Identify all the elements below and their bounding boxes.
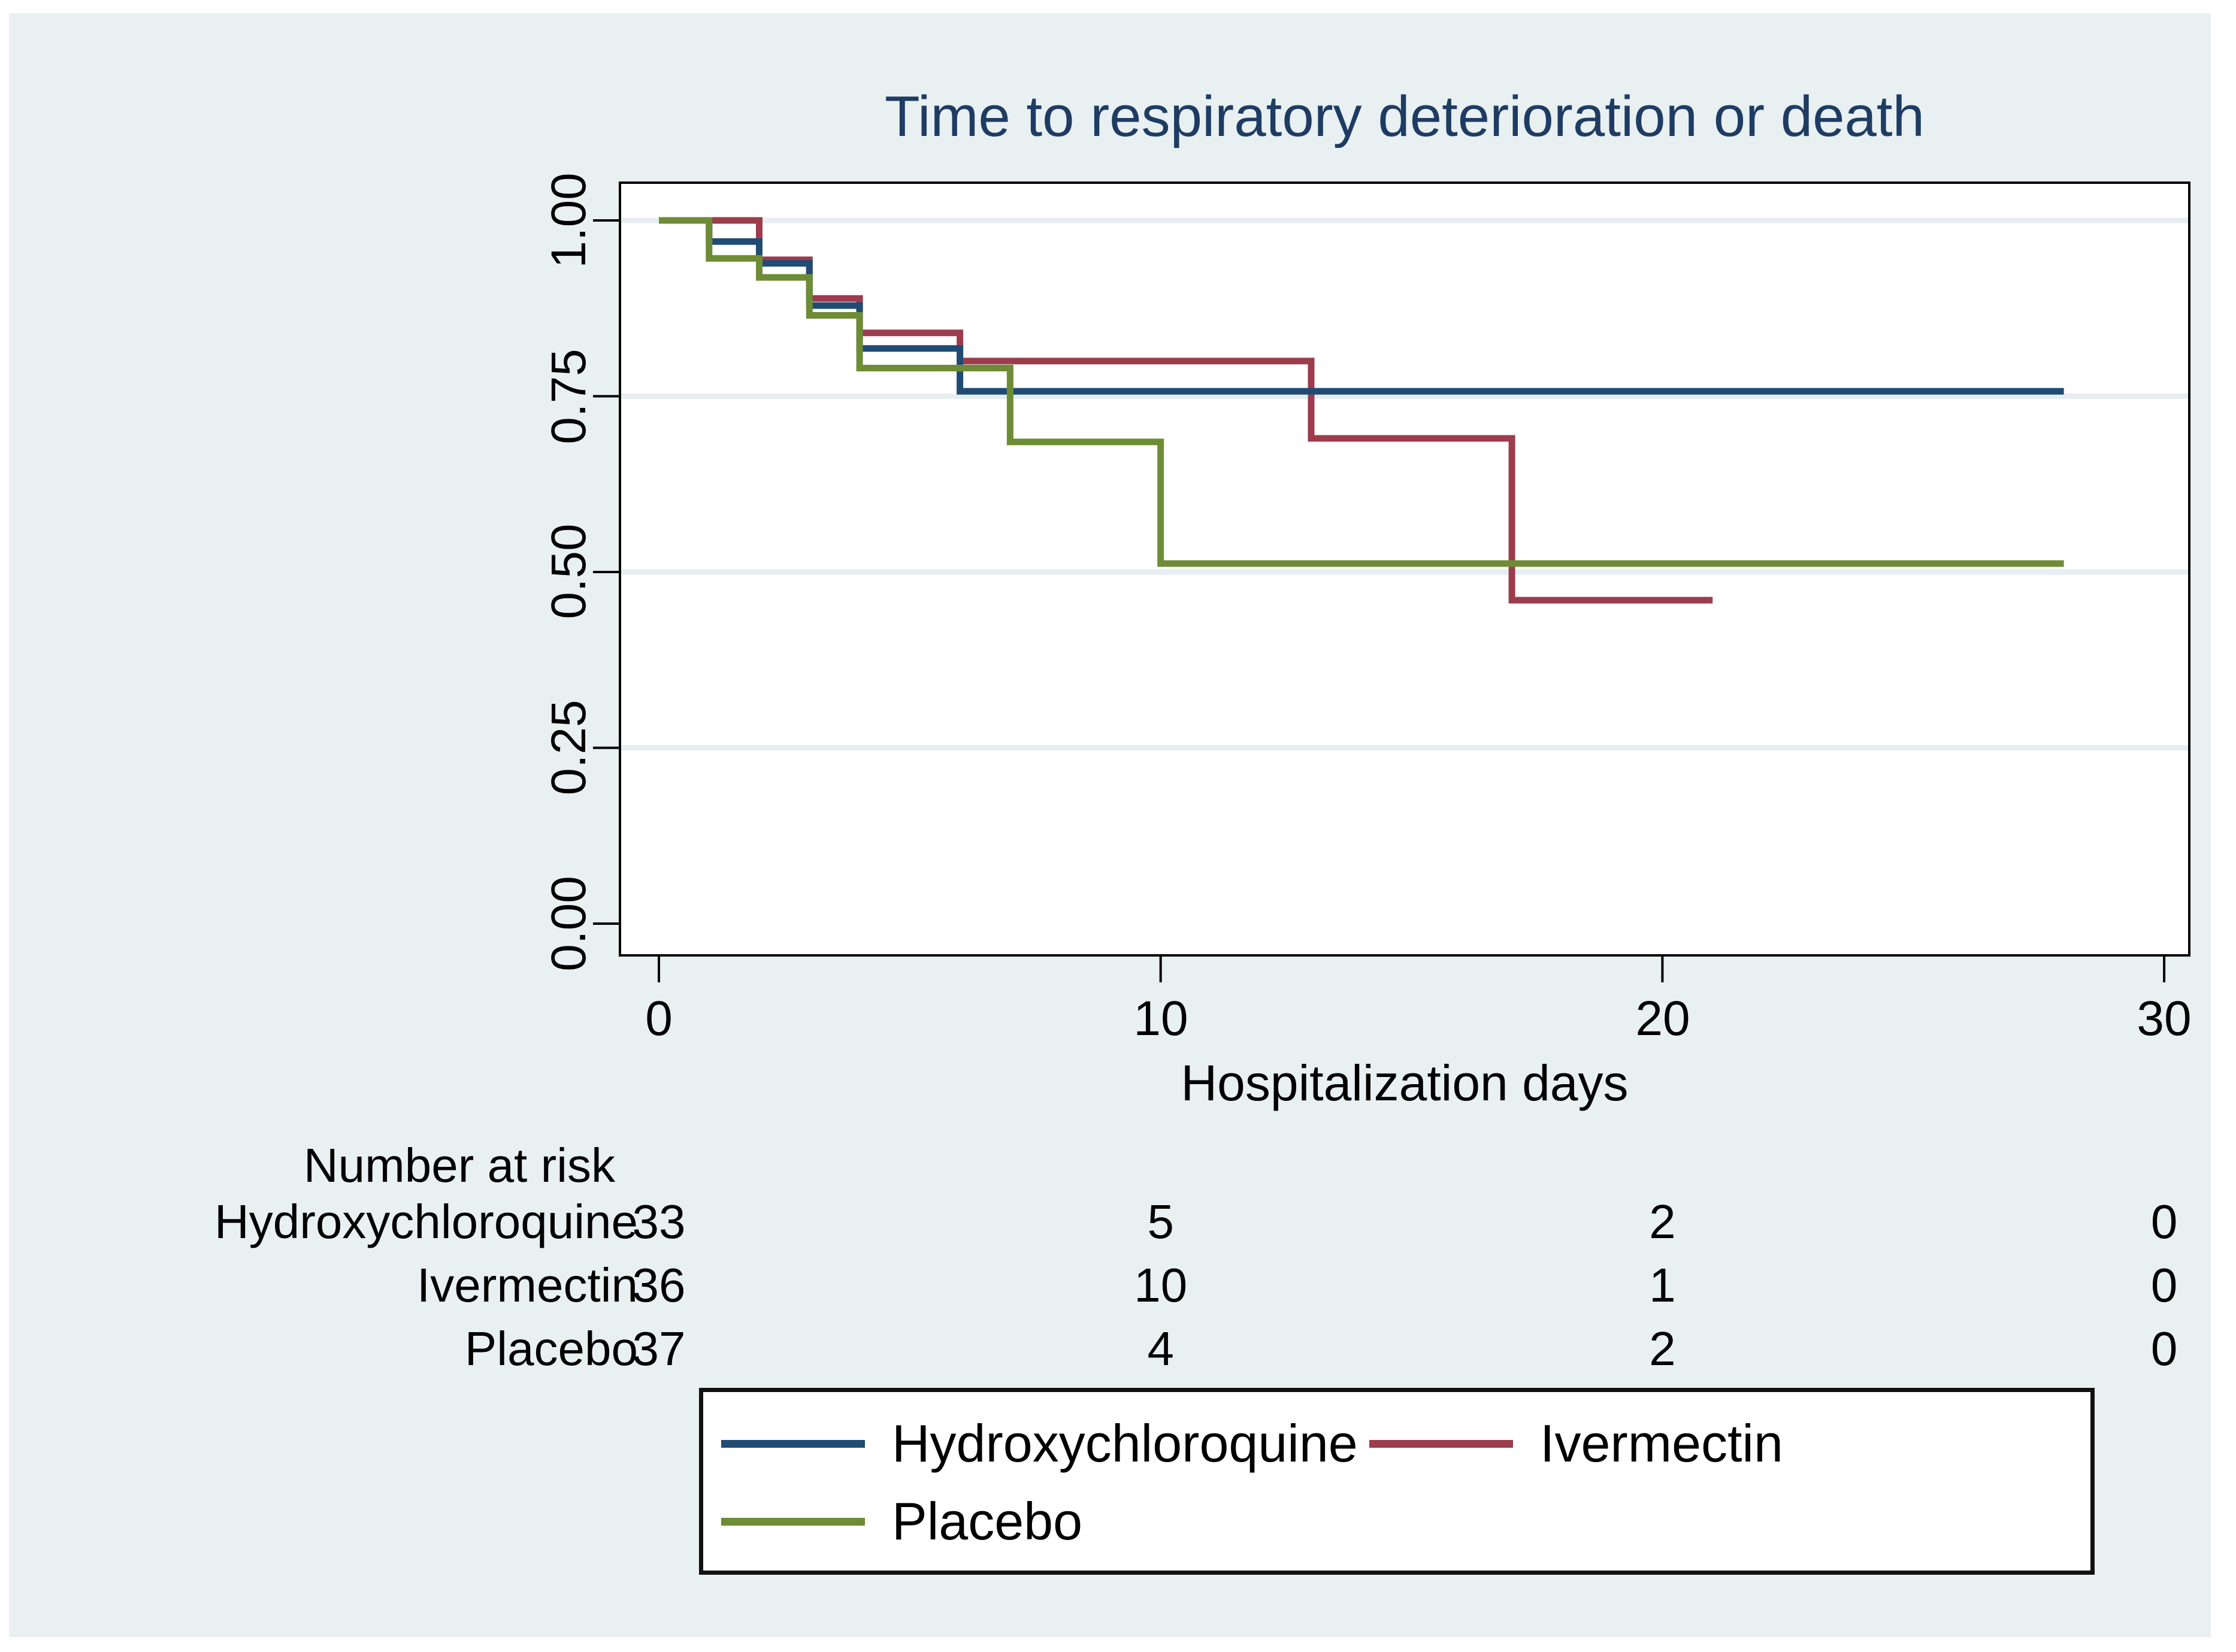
legend-label: Hydroxychloroquine	[892, 1414, 1358, 1473]
legend-item: Placebo	[721, 1491, 1083, 1551]
risk-value: 10	[1134, 1258, 1188, 1312]
x-tick-label: 0	[645, 991, 673, 1046]
legend-label: Placebo	[892, 1491, 1083, 1551]
legend-swatch-placebo	[721, 1517, 865, 1526]
x-tick-label: 20	[1635, 991, 1690, 1046]
plot-area	[620, 183, 2189, 955]
plot-border	[619, 181, 2190, 957]
x-tick-label: 10	[1133, 991, 1188, 1046]
risk-table-header: Number at risk	[303, 1139, 615, 1192]
risk-table-row: Ivermectin 36 10 1 0	[9, 1258, 2236, 1318]
legend-item: Hydroxychloroquine	[721, 1414, 1358, 1473]
legend-swatch-hydroxychloroquine	[721, 1439, 865, 1448]
risk-row-label: Hydroxychloroquine	[214, 1195, 638, 1248]
series-line-ivermectin	[659, 217, 1713, 604]
risk-value: 4	[1147, 1322, 1174, 1375]
risk-value: 0	[2150, 1195, 2178, 1248]
y-tick-label: 0.50	[541, 524, 596, 619]
y-tick-label: 0.00	[541, 876, 596, 972]
chart-title: Time to respiratory deterioration or dea…	[885, 84, 1925, 149]
legend-item: Ivermectin	[1369, 1414, 1783, 1473]
risk-value: 36	[632, 1258, 686, 1312]
x-axis-title: Hospitalization days	[1181, 1055, 1629, 1111]
risk-table-row: Placebo 37 4 2 0	[9, 1321, 2236, 1381]
risk-value: 0	[2150, 1322, 2178, 1375]
risk-value: 1	[1649, 1258, 1676, 1312]
legend-label: Ivermectin	[1540, 1414, 1783, 1473]
risk-row-label: Placebo	[464, 1322, 638, 1375]
risk-table-row: Hydroxychloroquine 33 5 2 0	[9, 1194, 2236, 1254]
graph-region: Time to respiratory deterioration or dea…	[9, 13, 2211, 1637]
risk-value: 2	[1649, 1322, 1676, 1375]
risk-row-label: Ivermectin	[417, 1258, 638, 1312]
x-tick-label: 30	[2137, 991, 2192, 1046]
risk-value: 5	[1147, 1195, 1174, 1248]
risk-value: 2	[1649, 1195, 1676, 1248]
y-tick-label: 0.75	[541, 349, 596, 444]
risk-value: 37	[632, 1322, 686, 1375]
legend: Hydroxychloroquine Ivermectin Placebo	[699, 1388, 2095, 1575]
legend-swatch-ivermectin	[1369, 1439, 1513, 1448]
risk-value: 33	[632, 1195, 686, 1248]
risk-value: 0	[2150, 1258, 2178, 1312]
y-tick-label: 0.25	[541, 700, 596, 795]
km-plot	[593, 181, 2190, 982]
y-tick-label: 1.00	[541, 173, 596, 268]
series-line-placebo	[659, 217, 2064, 567]
